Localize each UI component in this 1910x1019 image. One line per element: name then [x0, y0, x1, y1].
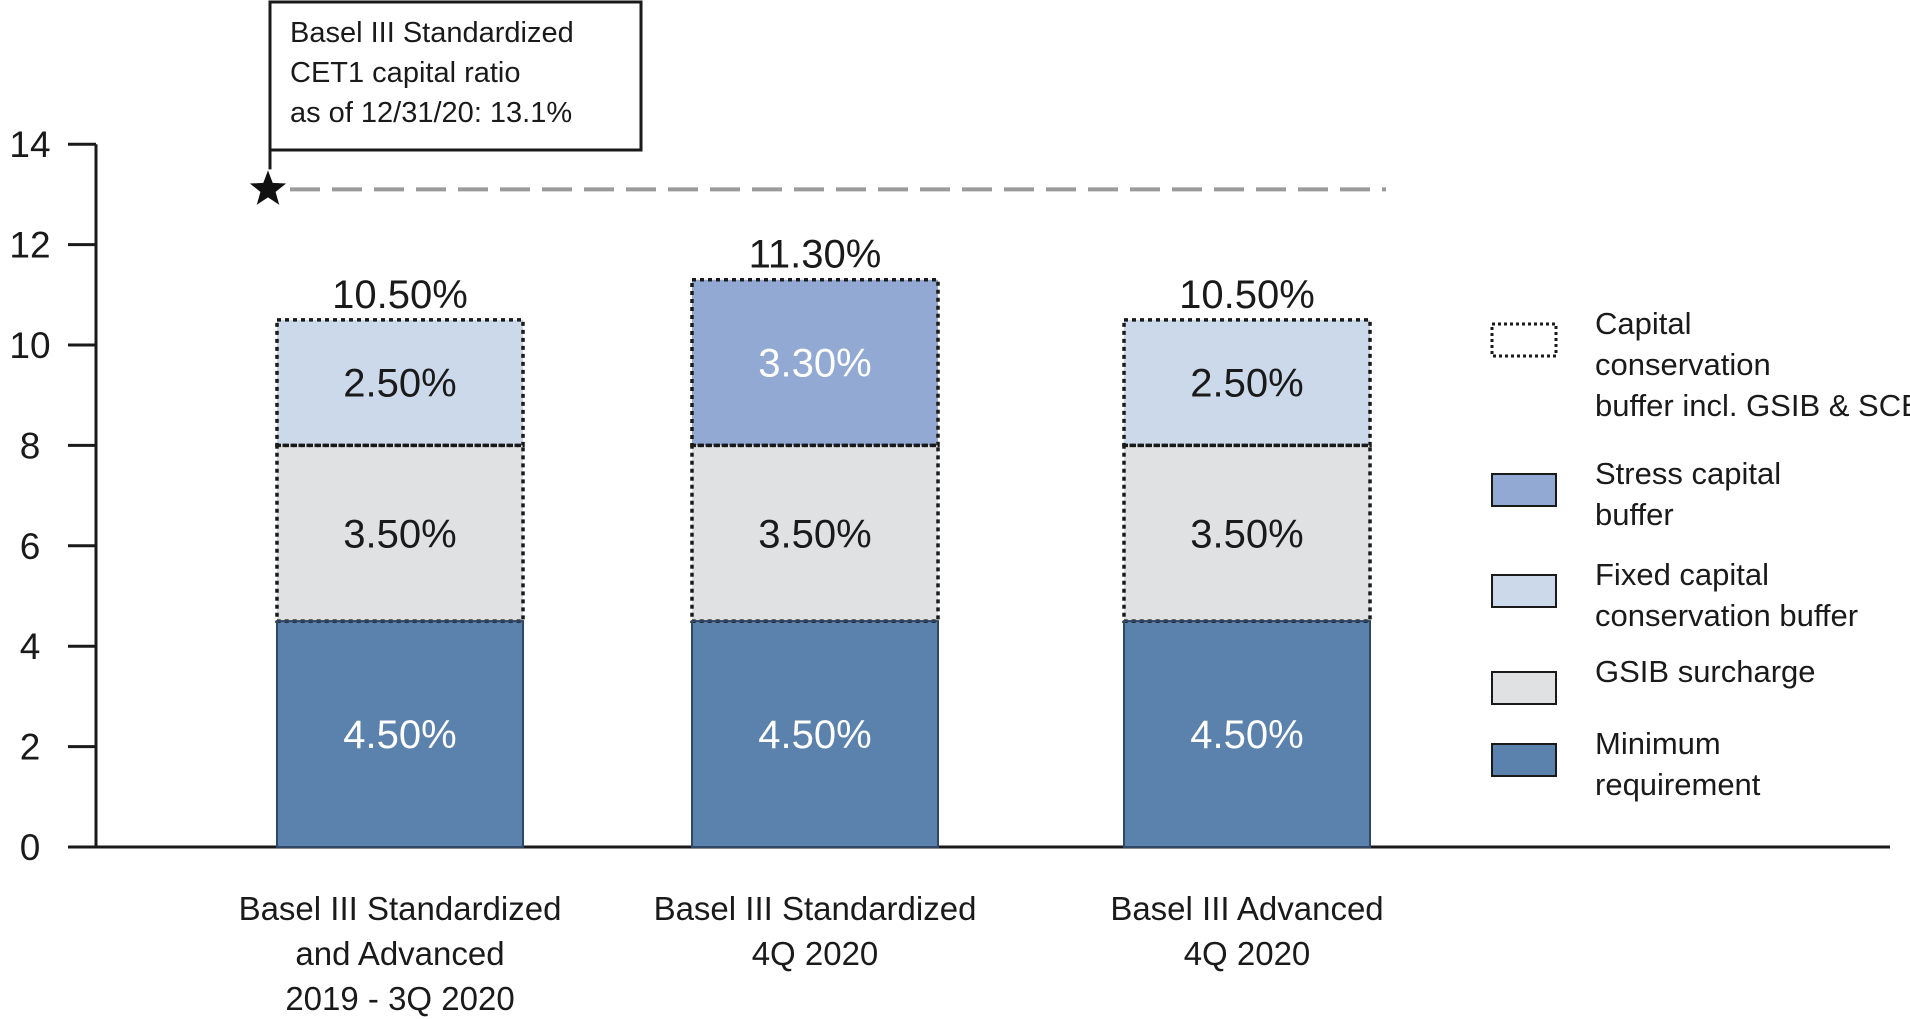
bar-value-label: 3.50%: [1190, 512, 1303, 556]
bar-segment-minimum: [1124, 621, 1370, 847]
bar-value-label: 2.50%: [1190, 362, 1303, 406]
buffer-outline-top: [275, 318, 525, 448]
bar-segment-minimum: [277, 621, 523, 847]
annotation-text: Basel III Standardized: [290, 17, 574, 49]
annotation-box: [268, 0, 643, 152]
legend-label: Stress capital: [1595, 456, 1781, 491]
bar-outline-minimum: [276, 620, 524, 848]
x-category-label: 4Q 2020: [1184, 935, 1311, 972]
bar-segment-fixed_ccb: [277, 319, 523, 446]
annotation-text: as of 12/31/20: 13.1%: [290, 97, 572, 129]
bar-segment-gsib: [692, 445, 938, 622]
y-tick-label: 8: [20, 425, 41, 466]
bar-segment-gsib: [1124, 445, 1370, 622]
bar-segment-scb: [692, 279, 938, 446]
y-tick-label: 6: [20, 526, 41, 567]
legend-swatch-fixed_ccb: [1491, 574, 1557, 608]
y-tick-label: 10: [9, 325, 50, 366]
bar-value-label: 3.50%: [343, 512, 456, 556]
x-category-label: 4Q 2020: [752, 935, 879, 972]
bar-total-label: 10.50%: [1179, 273, 1315, 317]
buffer-outline-top: [690, 277, 940, 448]
legend-label: conservation buffer: [1595, 598, 1858, 633]
bar-value-label: 3.30%: [758, 342, 871, 386]
bar-value-label: 4.50%: [1190, 713, 1303, 757]
x-category-label: Basel III Standardized: [239, 890, 562, 927]
legend-label: buffer: [1595, 497, 1674, 532]
bar-value-label: 2.50%: [343, 362, 456, 406]
legend-label: GSIB surcharge: [1595, 654, 1816, 689]
y-tick-label: 14: [9, 124, 50, 165]
bar-segment-gsib: [277, 445, 523, 622]
legend-swatch-gsib: [1491, 671, 1557, 705]
star-marker-icon: [249, 170, 287, 205]
bar-value-label: 4.50%: [343, 713, 456, 757]
y-tick-label: 12: [9, 225, 50, 266]
bar-outline-minimum: [1123, 620, 1371, 848]
bar-segment-fixed_ccb: [1124, 319, 1370, 446]
annotation-text: CET1 capital ratio: [290, 57, 521, 89]
legend-label: Capital: [1595, 306, 1692, 341]
x-category-label: Basel III Standardized: [654, 890, 977, 927]
buffer-outline-top: [1122, 318, 1372, 448]
legend-label: Fixed capital: [1595, 557, 1769, 592]
x-category-label: and Advanced: [295, 935, 504, 972]
legend-label: buffer incl. GSIB & SCB: [1595, 388, 1910, 423]
legend-label: Minimum: [1595, 726, 1721, 761]
bar-value-label: 3.50%: [758, 512, 871, 556]
legend-label: requirement: [1595, 767, 1761, 802]
bar-segment-minimum: [692, 621, 938, 847]
legend-label: conservation: [1595, 347, 1771, 382]
y-tick-label: 0: [20, 827, 41, 868]
y-tick-label: 4: [20, 626, 41, 667]
bar-total-label: 10.50%: [332, 273, 468, 317]
legend-swatch-scb: [1491, 473, 1557, 507]
bar-value-label: 4.50%: [758, 713, 871, 757]
x-category-label: 2019 - 3Q 2020: [285, 980, 514, 1017]
bar-total-label: 11.30%: [749, 233, 882, 277]
legend-swatch-minimum: [1491, 743, 1557, 777]
y-tick-label: 2: [20, 727, 41, 768]
legend-swatch-ccb_incl: [1490, 322, 1558, 358]
x-category-label: Basel III Advanced: [1110, 890, 1383, 927]
bar-outline-minimum: [691, 620, 939, 848]
